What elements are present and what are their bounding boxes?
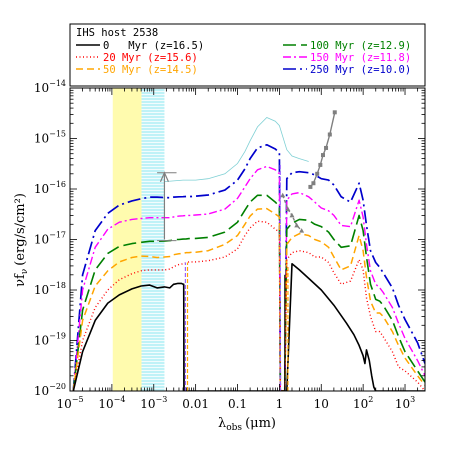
series-line-5 (72, 143, 425, 391)
legend-label-1: 20 Myr (z=15.6) (103, 52, 198, 64)
x-tick-label: 10−4 (98, 395, 125, 411)
legend-label-5: 250 Myr (z=10.0) (310, 64, 411, 76)
y-tick-label: 10−16 (34, 180, 66, 196)
obs-point-upper-6 (327, 132, 332, 137)
x-tick-label: 10 (314, 397, 329, 411)
x-tick-label: 102 (353, 395, 373, 411)
y-tick-label: 10−18 (34, 281, 66, 297)
series-line-2 (72, 207, 425, 391)
y-tick-label: 10−19 (34, 332, 66, 348)
legend-label-4: 150 Myr (z=11.8) (310, 52, 411, 64)
legend-title: IHS host 2538 (76, 27, 158, 39)
band-1 (141, 88, 165, 391)
obs-point-lower-2 (289, 212, 295, 218)
series-line-1 (72, 220, 425, 391)
y-tick-label: 10−14 (34, 79, 66, 95)
x-tick-label: 10−3 (140, 395, 167, 411)
obs-point-upper-2 (315, 171, 320, 176)
band-0 (112, 88, 142, 391)
obs-point-upper-1 (311, 181, 316, 186)
legend-label-0: 0 Myr (z=16.5) (103, 40, 204, 52)
x-tick-label: 10−5 (56, 395, 83, 411)
series-line-4 (72, 165, 425, 391)
x-axis-label: λobs (μm) (218, 416, 276, 433)
y-tick-label: 10−15 (34, 130, 66, 146)
series-line-0 (72, 263, 425, 391)
x-tick-label: 1 (276, 397, 284, 411)
obs-line-upper (309, 112, 336, 188)
x-tick-label: 0.01 (182, 397, 209, 411)
obs-point-upper-5 (324, 145, 329, 150)
sed-curves (72, 117, 425, 391)
x-tick-label: 0.1 (228, 397, 247, 411)
arrow-head-0 (159, 171, 169, 182)
y-tick-label: 10−17 (34, 231, 66, 247)
bb-curve-0 (164, 117, 309, 182)
series-line-3 (72, 194, 425, 391)
wavelength-bands (112, 88, 165, 391)
obs-point-upper-4 (320, 153, 325, 158)
obs-point-lower-3 (294, 222, 300, 228)
observation-marks (157, 110, 337, 391)
y-tick-label: 10−20 (34, 382, 66, 398)
obs-point-lower-4 (299, 228, 305, 233)
y-axis-label: νfν(erg/s/cm²) (13, 193, 30, 287)
x-tick-label: 103 (395, 395, 415, 411)
axes: 10−5 10−4 10−3 0.01 0.1 1 10 102 103 10−20 10−19 10… (34, 79, 426, 411)
legend-box (69, 23, 426, 87)
obs-point-upper-3 (318, 162, 323, 167)
obs-point-lower-1 (285, 206, 291, 212)
legend-label-3: 100 Myr (z=12.9) (310, 40, 411, 52)
obs-point-upper-0 (308, 184, 313, 189)
legend-label-2: 50 Myr (z=14.5) (103, 64, 198, 76)
obs-point-lower-0 (280, 192, 286, 198)
obs-point-upper-7 (332, 110, 337, 115)
